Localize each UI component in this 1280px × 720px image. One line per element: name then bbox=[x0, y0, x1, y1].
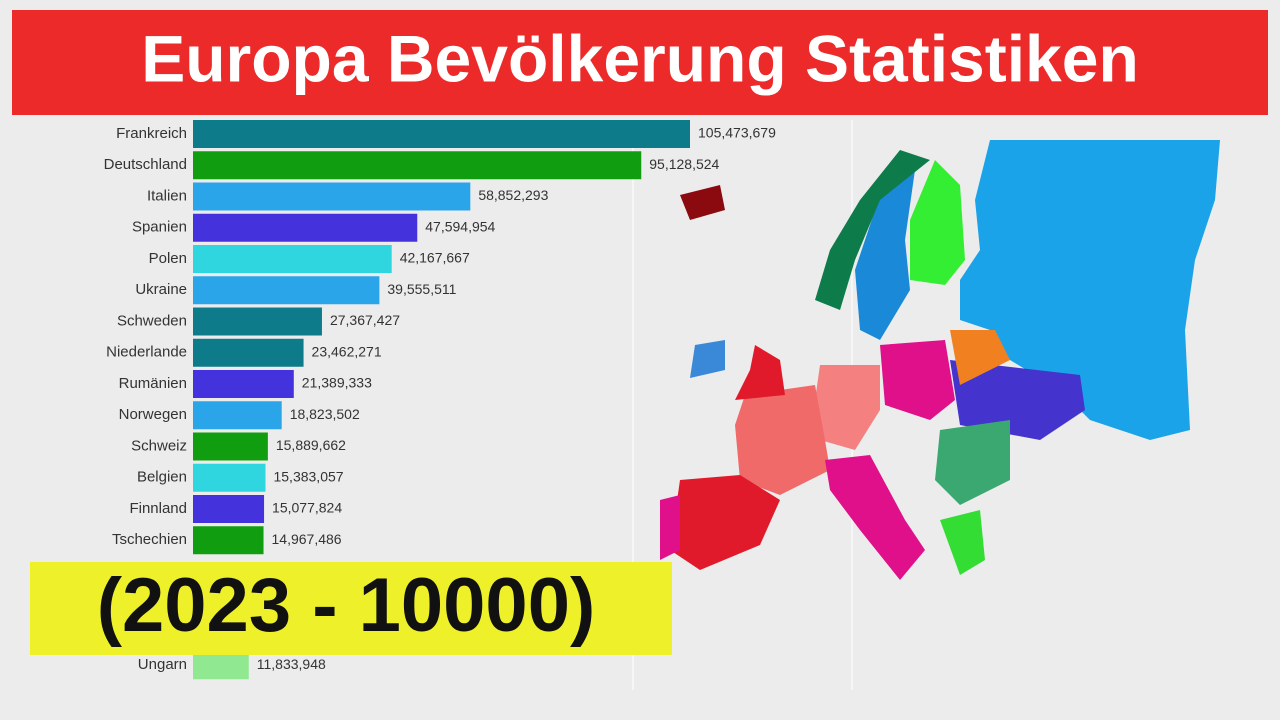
category-label: Tschechien bbox=[112, 531, 187, 548]
category-label: Italien bbox=[147, 187, 187, 204]
value-label: 14,967,486 bbox=[272, 531, 342, 547]
bar bbox=[193, 245, 392, 273]
map-region bbox=[940, 510, 985, 575]
value-label: 27,367,427 bbox=[330, 312, 400, 328]
map-region bbox=[690, 340, 725, 378]
map-region bbox=[960, 140, 1220, 440]
category-label: Ukraine bbox=[135, 281, 187, 298]
bar bbox=[193, 151, 642, 180]
category-label: Norwegen bbox=[119, 406, 187, 423]
map-region bbox=[735, 385, 830, 495]
map-region bbox=[660, 495, 680, 560]
category-label: Niederlande bbox=[106, 344, 187, 361]
category-label: Rumänien bbox=[119, 375, 187, 392]
map-region bbox=[680, 185, 725, 220]
bar bbox=[193, 276, 380, 305]
value-label: 105,473,679 bbox=[698, 125, 776, 141]
bar bbox=[193, 120, 690, 148]
map-region bbox=[825, 455, 925, 580]
category-label: Schweden bbox=[117, 312, 187, 329]
category-label: Finnland bbox=[129, 500, 187, 517]
annotation: (2023 - 10000) bbox=[97, 563, 596, 648]
value-label: 42,167,667 bbox=[400, 250, 470, 266]
map-region bbox=[950, 360, 1085, 440]
map-region bbox=[855, 170, 915, 340]
map-region bbox=[950, 330, 1010, 385]
title-banner bbox=[12, 10, 1268, 115]
map-region bbox=[670, 475, 780, 570]
bars: Frankreich 105,473,679 Deutschland 95,128,5… bbox=[104, 120, 776, 680]
europe-map bbox=[660, 140, 1220, 580]
map-region bbox=[735, 345, 785, 400]
bar bbox=[193, 526, 264, 555]
map-region bbox=[815, 365, 880, 450]
bar bbox=[193, 651, 249, 680]
value-label: 15,889,662 bbox=[276, 437, 346, 453]
value-label: 39,555,511 bbox=[387, 281, 456, 297]
bar bbox=[193, 432, 268, 461]
chart-title: Europa Bevölkerung Statistiken bbox=[141, 21, 1139, 95]
value-label: 47,594,954 bbox=[425, 218, 495, 234]
category-label: Ungarn bbox=[138, 656, 187, 673]
value-label: 18,823,502 bbox=[290, 406, 360, 422]
value-label: 11,833,948 bbox=[257, 656, 326, 672]
category-label: Frankreich bbox=[116, 125, 187, 142]
bar bbox=[193, 307, 322, 336]
map-region bbox=[935, 420, 1010, 505]
bar bbox=[193, 370, 294, 398]
category-label: Spanien bbox=[132, 219, 187, 236]
category-label: Polen bbox=[149, 250, 187, 267]
map-region bbox=[815, 150, 930, 310]
bar bbox=[193, 182, 471, 211]
value-label: 21,389,333 bbox=[302, 375, 372, 391]
annotation-banner bbox=[30, 562, 672, 655]
value-label: 15,077,824 bbox=[272, 500, 342, 516]
bar bbox=[193, 401, 282, 430]
bar bbox=[193, 338, 304, 367]
bar bbox=[193, 463, 266, 492]
value-label: 23,462,271 bbox=[312, 343, 382, 359]
category-label: Deutschland bbox=[104, 156, 187, 173]
value-label: 15,383,057 bbox=[273, 468, 343, 484]
bar bbox=[193, 495, 265, 523]
map-region bbox=[910, 160, 965, 285]
bar bbox=[193, 213, 418, 242]
value-label: 58,852,293 bbox=[478, 187, 548, 203]
map-region bbox=[880, 340, 955, 420]
category-label: Belgien bbox=[137, 469, 187, 486]
category-label: Schweiz bbox=[131, 437, 187, 454]
value-label: 95,128,524 bbox=[649, 156, 719, 172]
